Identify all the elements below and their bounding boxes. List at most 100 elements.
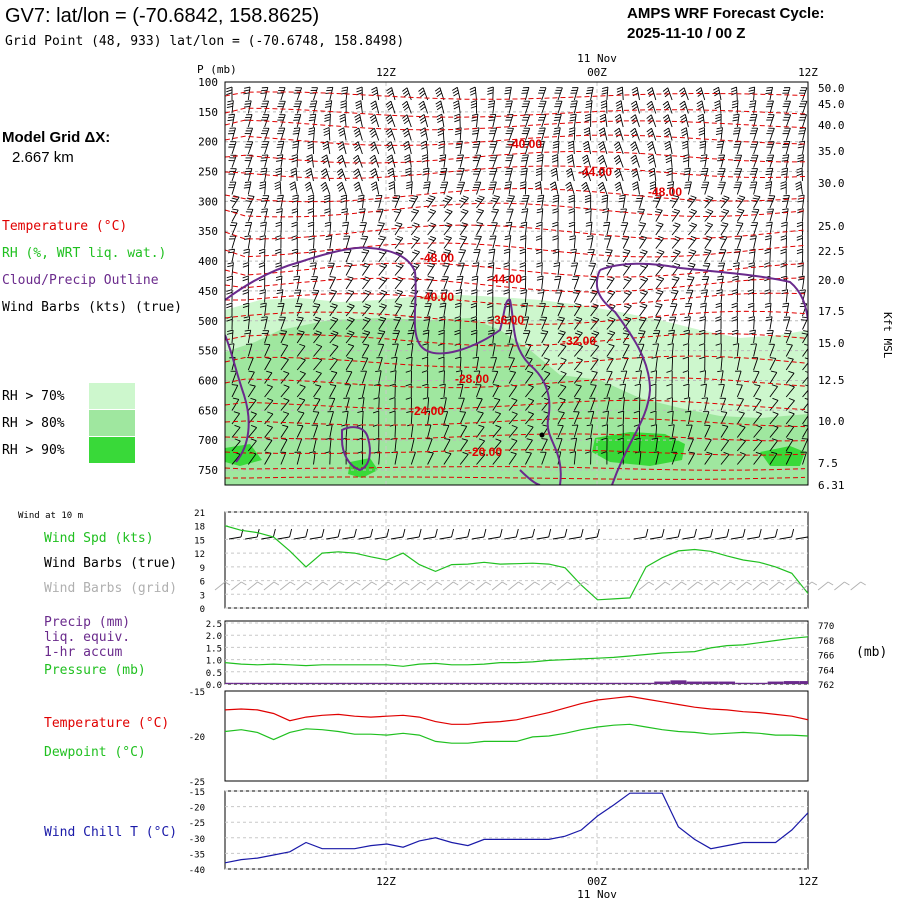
wind-barb	[491, 370, 499, 384]
grid-wind-barb	[703, 581, 720, 591]
wind-barb	[290, 167, 298, 182]
wind-barb	[329, 330, 339, 344]
surface-wind-barb	[795, 534, 808, 540]
wind-barb	[736, 438, 746, 452]
wind-barb	[782, 302, 790, 317]
wind-barb	[571, 276, 580, 290]
precip-bar	[540, 682, 557, 684]
wind-barb	[324, 113, 331, 128]
wind-barb	[704, 222, 714, 236]
bottom-time-label-12z-2: 12Z	[798, 875, 818, 888]
wind-axis-ticks: 21 18 15 12 9 6 3 0	[194, 509, 205, 615]
wind-barb	[639, 235, 648, 249]
wind-barb	[339, 113, 347, 128]
wind-barb	[768, 343, 775, 357]
precip-bar	[638, 682, 655, 684]
wind-barb	[423, 410, 431, 425]
wind-barb	[292, 127, 301, 141]
wind-barb	[573, 343, 583, 357]
wind-barb	[569, 451, 577, 465]
wind-barb	[769, 438, 779, 452]
wind-barb	[296, 397, 306, 411]
cloud-outline-small	[341, 426, 371, 472]
temperature-panel: -15 -20 -25	[189, 688, 809, 788]
wind-barb	[376, 208, 384, 222]
wind-barb	[613, 154, 624, 168]
wind-barb	[326, 424, 333, 438]
wind-barb	[606, 370, 613, 384]
wind-barb	[666, 370, 673, 384]
legend-rh: RH (%, WRT liq. wat.)	[2, 246, 166, 261]
wind-barb	[590, 330, 600, 344]
precip-legend-accum: 1-hr accum	[44, 645, 122, 660]
precip-bar	[573, 682, 590, 684]
wind-barb	[521, 87, 530, 101]
grid-wind-barb	[638, 581, 655, 591]
wind-barb	[264, 411, 274, 425]
wind-barb	[573, 370, 583, 384]
wind-barb	[699, 370, 706, 384]
wind-barb	[345, 316, 355, 330]
wind-barb	[781, 154, 790, 168]
wind-barb	[637, 343, 645, 357]
wind-barb	[699, 140, 707, 155]
wind-barb	[534, 181, 543, 195]
precip-bar	[557, 682, 574, 684]
wind-barb	[730, 86, 738, 101]
wind-barb	[312, 411, 320, 425]
top-time-label-12z: 12Z	[376, 66, 396, 79]
wind-barb	[552, 208, 559, 222]
wind-barb	[506, 208, 514, 222]
wind-barb	[329, 303, 338, 317]
height-tick-label: 12.5	[818, 374, 845, 387]
wind-barb	[294, 451, 301, 465]
wind-barb	[769, 451, 778, 465]
wind-barb	[487, 262, 495, 276]
wind-barb	[633, 397, 641, 411]
wind-barb	[521, 208, 529, 222]
wind-barb	[557, 370, 567, 384]
grid-wind-barb	[361, 581, 377, 591]
wind-barb	[405, 370, 412, 384]
wind-barb	[228, 168, 237, 182]
wind-barb	[244, 154, 253, 168]
temperature-contour-line	[225, 242, 806, 258]
height-axis-title: Kft MSL	[881, 312, 894, 359]
grid-wind-barb	[231, 581, 247, 591]
wind-barb	[717, 168, 726, 182]
precip-bar	[378, 682, 395, 684]
wind-barb	[455, 370, 463, 384]
wind-barb	[606, 343, 615, 357]
wind-barb	[291, 248, 299, 263]
wind-barb	[552, 248, 560, 263]
wind-barb	[385, 100, 396, 114]
temperature-panel-grid	[385, 691, 598, 781]
wind-barb	[293, 114, 302, 128]
wind-barb	[582, 140, 592, 155]
temperature-contour-line	[225, 277, 806, 293]
wind-barb	[504, 86, 512, 101]
wind-barb	[231, 424, 241, 438]
wind-barb	[226, 100, 234, 114]
wind-barb	[418, 100, 429, 114]
wind-barb	[369, 114, 380, 128]
wind-barb	[370, 100, 380, 114]
wind-barb	[796, 167, 803, 182]
wind-barb	[554, 275, 562, 290]
wind-barb	[646, 100, 657, 114]
wind-barb	[551, 154, 559, 168]
wind-barb	[427, 262, 436, 276]
surface-wind-barb	[326, 528, 341, 540]
wind-barb	[666, 181, 675, 195]
wind-barb	[325, 235, 333, 249]
wind-barb	[571, 424, 579, 438]
precip-bar	[281, 682, 298, 684]
wind-barb	[503, 248, 511, 263]
wind-barb	[520, 167, 528, 182]
wind-barb	[700, 302, 707, 317]
wind-barb	[439, 167, 448, 182]
wind-barb	[540, 330, 549, 344]
wind-barb	[568, 208, 575, 222]
wind-barb	[639, 303, 648, 317]
wind-barb	[226, 86, 233, 100]
